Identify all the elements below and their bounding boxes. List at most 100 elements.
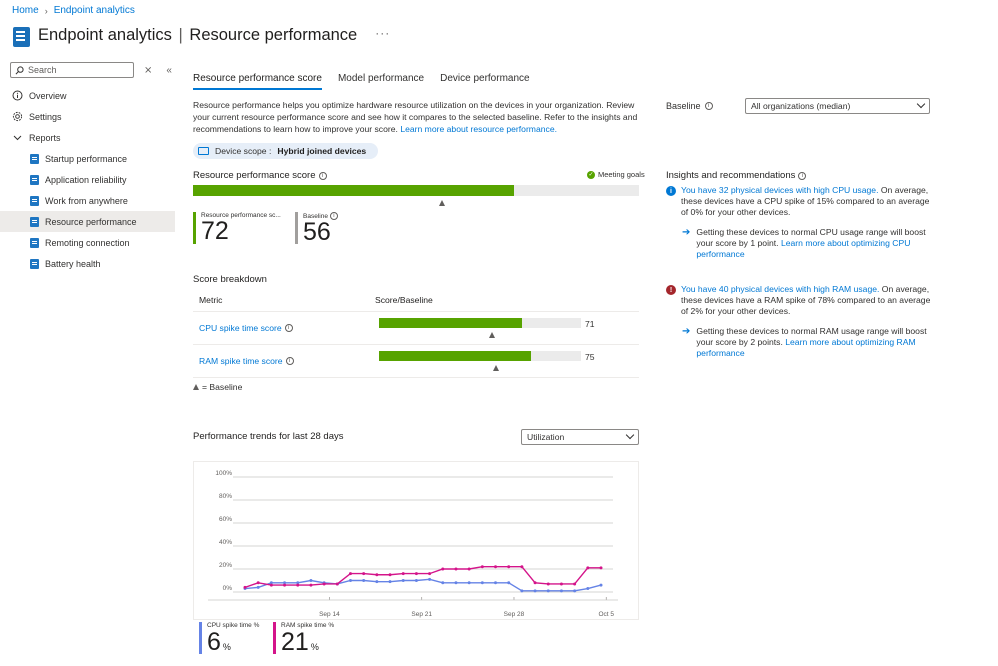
data-point bbox=[283, 581, 287, 585]
tab-model-performance[interactable]: Model performance bbox=[337, 73, 425, 84]
data-point bbox=[414, 579, 418, 582]
score-title: Resource performance score bbox=[193, 170, 316, 181]
filter-collapse-icon[interactable]: ⨯ bbox=[144, 64, 153, 76]
data-point bbox=[441, 567, 445, 571]
report-icon bbox=[30, 195, 39, 206]
search-box bbox=[10, 62, 134, 78]
info-icon[interactable]: i bbox=[798, 171, 807, 180]
chevron-down-icon bbox=[625, 430, 635, 440]
info-icon[interactable]: i bbox=[284, 324, 293, 332]
row-divider bbox=[193, 344, 639, 345]
data-point bbox=[441, 581, 445, 585]
data-point bbox=[573, 589, 577, 593]
ram-spike-time-score-link[interactable]: RAM spike time score i bbox=[199, 356, 294, 366]
x-tick-label: Sep 21 bbox=[411, 611, 432, 618]
data-point bbox=[401, 579, 405, 582]
arrow-right-icon: ➔ bbox=[682, 326, 691, 337]
breadcrumb-home[interactable]: Home bbox=[12, 5, 39, 16]
baseline-marker-icon bbox=[488, 332, 495, 338]
sidebar-item-label: Startup performance bbox=[45, 153, 128, 164]
chevron-right-icon: › bbox=[44, 5, 48, 16]
baseline-legend-label: = Baseline bbox=[202, 382, 243, 392]
double-chevron-left-icon[interactable]: « bbox=[166, 64, 172, 76]
data-point bbox=[348, 579, 352, 582]
tab-resource-performance-score[interactable]: Resource performance score bbox=[193, 73, 322, 90]
data-point bbox=[283, 583, 287, 587]
insight-text: On average, these devices have a RAM spi… bbox=[681, 284, 931, 316]
breadcrumb-endpoint-analytics[interactable]: Endpoint analytics bbox=[53, 5, 135, 16]
data-point bbox=[559, 589, 563, 593]
sidebar-item-startup-performance[interactable]: Startup performance bbox=[0, 148, 175, 169]
search-icon bbox=[15, 65, 24, 74]
data-point bbox=[559, 582, 563, 586]
sidebar-item-reports[interactable]: Reports bbox=[0, 127, 175, 148]
ram-devices-link[interactable]: You have 40 physical devices with high R… bbox=[681, 284, 880, 294]
info-circle-icon: i bbox=[666, 186, 676, 196]
tab-device-performance[interactable]: Device performance bbox=[440, 73, 530, 84]
meeting-goals-status: ✓ Meeting goals bbox=[587, 170, 645, 179]
score-bar bbox=[193, 185, 639, 196]
baseline-stat: Baseline i 56 bbox=[295, 212, 338, 246]
info-icon[interactable]: i bbox=[704, 102, 713, 110]
y-tick-label: 100% bbox=[215, 470, 232, 477]
baseline-stat-value: 56 bbox=[303, 218, 331, 246]
ram-spike-kpi-label: RAM spike time % bbox=[281, 622, 335, 629]
info-icon[interactable]: i bbox=[318, 171, 327, 180]
metric-name[interactable]: CPU spike time score bbox=[199, 323, 282, 333]
baseline-dropdown[interactable]: All organizations (median) bbox=[745, 98, 930, 114]
data-point bbox=[428, 577, 432, 581]
y-tick-label: 80% bbox=[219, 493, 232, 500]
performance-trends-title: Performance trends for last 28 days bbox=[193, 431, 344, 442]
info-icon[interactable]: i bbox=[329, 212, 338, 220]
cpu-devices-link[interactable]: You have 32 physical devices with high C… bbox=[681, 185, 879, 195]
insight-text: On average, these devices have a CPU spi… bbox=[681, 185, 930, 217]
cpu-spike-time-score-link[interactable]: CPU spike time score i bbox=[199, 323, 293, 333]
info-icon[interactable]: i bbox=[285, 357, 294, 365]
data-point bbox=[401, 572, 405, 576]
sidebar-item-battery-health[interactable]: Battery health bbox=[0, 253, 175, 274]
data-point bbox=[454, 567, 458, 571]
metric-name[interactable]: RAM spike time score bbox=[199, 356, 283, 366]
data-point bbox=[507, 565, 511, 569]
sidebar-item-settings[interactable]: Settings bbox=[0, 106, 175, 127]
search-input[interactable] bbox=[28, 65, 123, 75]
score-stat-label: Resource performance sc... bbox=[201, 212, 281, 219]
device-scope-label: Device scope : bbox=[215, 146, 272, 156]
baseline-label-text: Baseline bbox=[666, 101, 701, 111]
sidebar-item-resource-performance[interactable]: Resource performance bbox=[0, 211, 175, 232]
data-point bbox=[256, 585, 260, 589]
insights-title: Insights and recommendations bbox=[666, 170, 796, 181]
learn-more-ram-link[interactable]: Learn more about optimizing RAM performa… bbox=[696, 337, 916, 358]
trend-chart: 100% 80% 60% 40% 20% 0% Sep 14 Sep 21 Sep 28 Oct … bbox=[208, 470, 618, 618]
data-point bbox=[586, 566, 590, 570]
chevron-down-icon bbox=[916, 99, 926, 109]
baseline-selector-label: Baseline i bbox=[666, 101, 713, 111]
overview-icon bbox=[12, 90, 23, 101]
chevron-down-icon bbox=[13, 135, 22, 141]
recommendation-text: Getting these devices to normal RAM usag… bbox=[696, 326, 927, 347]
cpu-spike-kpi-unit: % bbox=[222, 642, 231, 652]
data-point bbox=[467, 581, 471, 585]
more-options-icon[interactable]: ··· bbox=[375, 26, 391, 40]
y-tick-label: 0% bbox=[223, 585, 233, 592]
y-tick-label: 60% bbox=[219, 516, 232, 523]
learn-more-resource-performance-link[interactable]: Learn more about resource performance. bbox=[400, 124, 557, 134]
check-icon: ✓ bbox=[587, 170, 595, 179]
data-point bbox=[348, 572, 352, 576]
data-point bbox=[256, 581, 260, 585]
series-line-ram bbox=[244, 565, 601, 589]
data-point bbox=[269, 583, 273, 587]
sidebar-item-application-reliability[interactable]: Application reliability bbox=[0, 169, 175, 190]
sidebar-item-work-from-anywhere[interactable]: Work from anywhere bbox=[0, 190, 175, 211]
sidebar-item-label: Work from anywhere bbox=[45, 195, 128, 206]
sidebar-item-remoting-connection[interactable]: Remoting connection bbox=[0, 232, 175, 253]
data-point bbox=[322, 582, 326, 586]
utilization-dropdown[interactable]: Utilization bbox=[521, 429, 639, 445]
monitor-icon bbox=[198, 147, 209, 155]
sidebar-item-overview[interactable]: Overview bbox=[0, 85, 175, 106]
learn-more-cpu-link[interactable]: Learn more about optimizing CPU performa… bbox=[696, 238, 911, 259]
y-tick-label: 20% bbox=[219, 562, 232, 569]
device-scope-pill[interactable]: Device scope : Hybrid joined devices bbox=[193, 143, 379, 159]
data-point bbox=[467, 567, 471, 571]
cpu-score-bar bbox=[379, 318, 581, 328]
